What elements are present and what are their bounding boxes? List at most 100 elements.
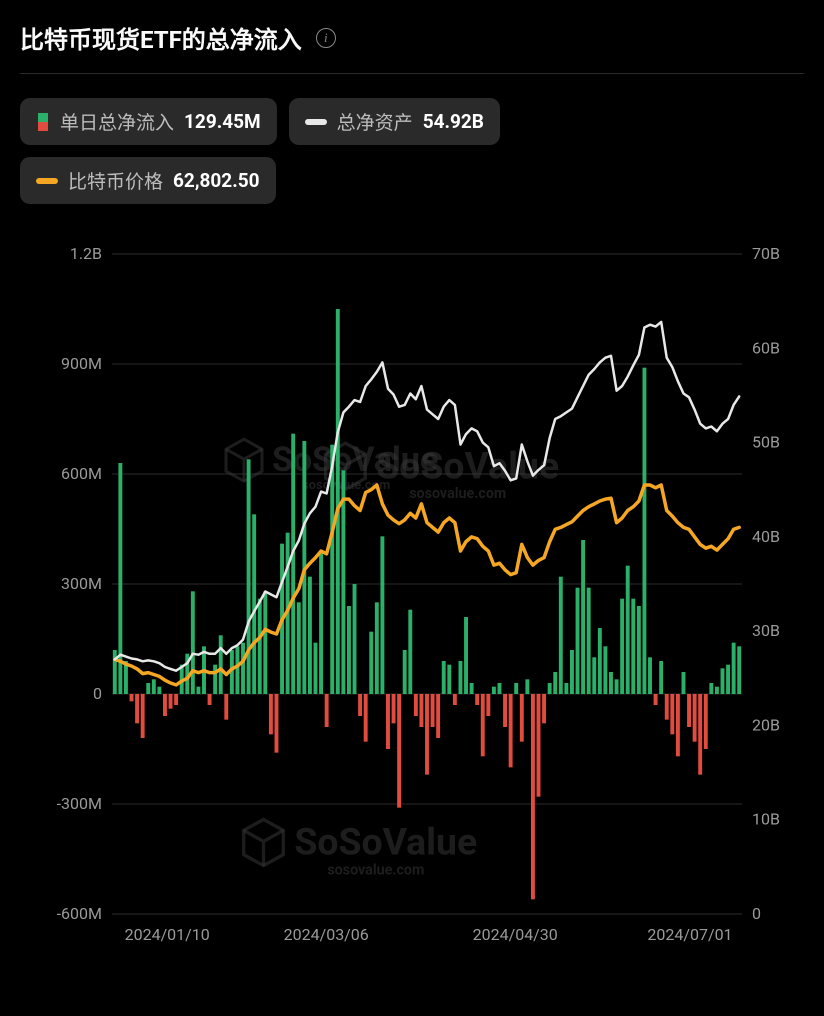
- y-right-tick: 0: [752, 904, 761, 923]
- inflow-bar: [509, 694, 513, 767]
- inflow-bar: [514, 683, 518, 694]
- inflow-bar: [665, 694, 669, 720]
- inflow-bar: [252, 514, 256, 694]
- y-right-tick: 20B: [752, 715, 780, 734]
- inflow-bar: [386, 694, 390, 749]
- inflow-bar: [353, 584, 357, 694]
- inflow-bar: [654, 694, 658, 705]
- inflow-bar: [141, 694, 145, 738]
- inflow-bar: [380, 536, 384, 694]
- inflow-bar: [726, 665, 730, 694]
- chart-area: -600M-300M0300M600M900M1.2B010B20B30B40B…: [20, 234, 804, 954]
- inflow-bar: [525, 679, 529, 694]
- legend-assets[interactable]: 总净资产 54.92B: [289, 98, 500, 145]
- inflow-bar: [330, 445, 334, 694]
- inflow-bar: [174, 694, 178, 705]
- inflow-bar: [626, 566, 630, 694]
- inflow-bar: [152, 679, 156, 694]
- inflow-bar: [442, 661, 446, 694]
- inflow-bar: [258, 599, 262, 694]
- inflow-bar: [403, 650, 407, 694]
- y-left-tick: 900M: [61, 354, 102, 373]
- y-left-tick: -600M: [57, 904, 102, 923]
- inflow-bar: [235, 646, 239, 694]
- inflow-bar: [414, 694, 418, 716]
- info-icon[interactable]: i: [316, 28, 336, 48]
- inflow-bar: [548, 683, 552, 694]
- y-left-tick: 600M: [61, 464, 102, 483]
- chart-header: 比特币现货ETF的总净流入 i: [20, 20, 804, 74]
- inflow-bar: [559, 577, 563, 694]
- inflow-bar: [732, 643, 736, 694]
- legend-btc-label: 比特币价格: [68, 167, 163, 194]
- y-right-tick: 10B: [752, 810, 780, 829]
- svg-text:SoSoValue: SoSoValue: [376, 444, 559, 488]
- inflow-bar: [609, 672, 613, 694]
- x-tick: 2024/07/01: [647, 925, 732, 944]
- inflow-bar: [263, 591, 267, 694]
- inflow-bar: [687, 694, 691, 727]
- inflow-bar: [709, 683, 713, 694]
- inflow-bar: [408, 610, 412, 694]
- inflow-bar: [659, 661, 663, 694]
- legend-btc[interactable]: 比特币价格 62,802.50: [20, 157, 276, 204]
- y-right-tick: 60B: [752, 338, 780, 357]
- inflow-bar: [682, 672, 686, 694]
- inflow-bar: [431, 694, 435, 727]
- inflow-bar: [459, 661, 463, 694]
- inflow-bar: [648, 657, 652, 694]
- inflow-bar: [598, 628, 602, 694]
- inflow-bar: [135, 694, 139, 723]
- inflow-bar: [358, 694, 362, 716]
- inflow-bar: [247, 459, 251, 694]
- inflow-bar: [275, 694, 279, 753]
- inflow-bar: [213, 665, 217, 694]
- inflow-bar: [475, 694, 479, 705]
- inflow-bar: [364, 694, 368, 742]
- y-left-tick: -300M: [57, 794, 102, 813]
- inflow-bar: [564, 683, 568, 694]
- inflow-bar: [503, 694, 507, 727]
- bar-swatch-icon: [36, 113, 50, 131]
- inflow-bar: [319, 551, 323, 694]
- inflow-bar: [397, 694, 401, 808]
- inflow-bar: [375, 602, 379, 694]
- inflow-bar: [163, 694, 167, 716]
- inflow-bar: [721, 668, 725, 694]
- inflow-bar: [464, 617, 468, 694]
- legend-row-2: 比特币价格 62,802.50: [20, 157, 804, 204]
- x-tick: 2024/03/06: [284, 925, 369, 944]
- legend-inflow-label: 单日总净流入: [60, 108, 174, 135]
- inflow-bar: [157, 687, 161, 694]
- inflow-bar: [453, 694, 457, 705]
- inflow-bar: [196, 687, 200, 694]
- inflow-bar: [537, 694, 541, 797]
- inflow-bar: [369, 632, 373, 694]
- inflow-bar: [486, 694, 490, 716]
- inflow-bar: [314, 643, 318, 694]
- inflow-bar: [704, 694, 708, 749]
- x-tick: 2024/01/10: [125, 925, 210, 944]
- inflow-bar: [447, 665, 451, 694]
- legend-assets-label: 总净资产: [337, 108, 413, 135]
- x-tick: 2024/04/30: [473, 925, 558, 944]
- y-right-tick: 40B: [752, 527, 780, 546]
- y-left-tick: 1.2B: [70, 244, 102, 263]
- inflow-bar: [592, 657, 596, 694]
- legend-inflow[interactable]: 单日总净流入 129.45M: [20, 98, 277, 145]
- inflow-bar: [425, 694, 429, 775]
- inflow-bar: [642, 368, 646, 694]
- inflow-bar: [631, 599, 635, 694]
- inflow-bar: [169, 694, 173, 709]
- legend-assets-value: 54.92B: [423, 110, 484, 133]
- inflow-bar: [698, 694, 702, 775]
- inflow-bar: [146, 683, 150, 694]
- y-right-tick: 50B: [752, 433, 780, 452]
- inflow-bar: [130, 694, 134, 701]
- inflow-bar: [492, 687, 496, 694]
- line-swatch-icon: [36, 178, 58, 184]
- inflow-bar: [241, 643, 245, 694]
- svg-text:SoSoValue: SoSoValue: [294, 821, 477, 865]
- inflow-bar: [581, 540, 585, 694]
- inflow-bar: [670, 694, 674, 734]
